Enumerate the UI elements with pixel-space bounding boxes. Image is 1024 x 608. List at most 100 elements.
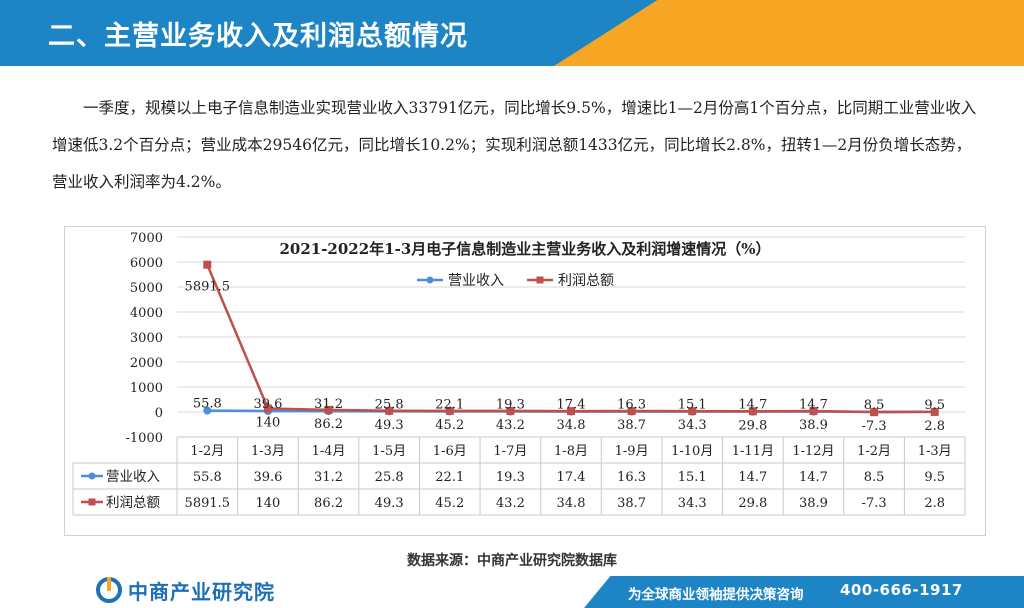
table-cell: 17.4 <box>557 470 586 485</box>
x-tick-label: 1-9月 <box>615 444 649 459</box>
y-tick-label: 4000 <box>130 306 163 321</box>
x-tick-label: 1-10月 <box>671 444 713 459</box>
data-label: 19.3 <box>496 398 525 413</box>
table-cell: 22.1 <box>435 470 464 485</box>
y-tick-label: 1000 <box>130 381 163 396</box>
data-point <box>627 407 636 416</box>
data-label: 86.2 <box>314 417 343 432</box>
y-tick-label: 2000 <box>130 356 163 371</box>
footer-band <box>584 576 1024 608</box>
table-cell: 2.8 <box>924 496 945 511</box>
data-label: 34.8 <box>557 418 586 433</box>
data-point <box>567 407 575 416</box>
table-cell: 14.7 <box>799 470 828 485</box>
table-cell: 29.8 <box>738 496 767 511</box>
data-label: 5891.5 <box>185 280 231 295</box>
chart-legend: 营业收入 利润总额 <box>417 273 614 289</box>
data-label: 8.5 <box>864 398 885 413</box>
y-axis: -1000 0 1000 2000 3000 4000 5000 6000 7000 <box>126 231 163 446</box>
table-cell: 34.8 <box>557 496 586 511</box>
data-label: 55.8 <box>193 397 222 412</box>
table-cell: 5891.5 <box>185 496 231 511</box>
table-cell: 39.6 <box>253 470 282 485</box>
table-cell: 43.2 <box>496 496 525 511</box>
data-label: 17.4 <box>557 398 586 413</box>
y-tick-label: -1000 <box>126 431 163 446</box>
table-row-profit: 利润总额 5891.5 140 86.2 49.3 45.2 43.2 34.8 38.7 34.… <box>81 495 945 511</box>
data-point <box>263 404 272 413</box>
table-cell: 15.1 <box>678 470 707 485</box>
data-label: 140 <box>256 416 281 431</box>
table-series-name: 利润总额 <box>106 495 160 511</box>
x-tick-label: 1-7月 <box>493 444 527 459</box>
footer-slogan: 为全球商业领袖提供决策咨询 <box>628 587 804 603</box>
table-legend-marker <box>88 472 96 480</box>
x-tick-label: 1-3月 <box>251 444 285 459</box>
table-cell: -7.3 <box>862 496 887 511</box>
legend-marker <box>536 276 544 284</box>
table-cell: 45.2 <box>435 496 464 511</box>
data-label: 38.9 <box>799 418 828 433</box>
x-tick-label: 1-12月 <box>792 444 834 459</box>
table-cell: 25.8 <box>375 470 404 485</box>
table-cell: 9.5 <box>924 470 945 485</box>
x-tick-label: 1-2月 <box>857 444 891 459</box>
data-point <box>203 260 212 269</box>
x-tick-label: 1-8月 <box>554 444 588 459</box>
data-label: 39.6 <box>253 397 282 412</box>
data-point <box>445 406 454 415</box>
legend-entry-revenue: 营业收入 <box>417 273 504 289</box>
x-tick-label: 1-4月 <box>312 444 346 459</box>
data-point <box>748 407 757 416</box>
data-label: 9.5 <box>924 398 945 413</box>
x-tick-label: 1-11月 <box>732 444 774 459</box>
legend-entry-profit: 利润总额 <box>527 273 614 289</box>
data-point <box>203 406 212 415</box>
table-cell: 16.3 <box>617 470 646 485</box>
chart: 2021-2022年1-3月电子信息制造业主营业务收入及利润增速情况（%） 营业… <box>72 231 966 516</box>
data-label: 49.3 <box>375 418 404 433</box>
y-tick-label: 0 <box>155 406 163 421</box>
table-cell: 8.5 <box>864 470 885 485</box>
chart-title: 2021-2022年1-3月电子信息制造业主营业务收入及利润增速情况（%） <box>279 240 770 258</box>
table-cell: 55.8 <box>193 470 222 485</box>
data-label: 31.2 <box>314 397 343 412</box>
table-cell: 31.2 <box>314 470 343 485</box>
data-label: 14.7 <box>738 398 767 413</box>
y-tick-label: 5000 <box>130 281 163 296</box>
chart-frame: 2021-2022年1-3月电子信息制造业主营业务收入及利润增速情况（%） 营业… <box>64 226 986 536</box>
x-tick-label: 1-2月 <box>190 444 224 459</box>
summary-paragraph: 一季度，规模以上电子信息制造业实现营业收入33791亿元，同比增长9.5%，增速… <box>52 99 977 191</box>
data-label: 29.8 <box>738 418 767 433</box>
legend-marker <box>426 276 434 284</box>
data-label: 2.8 <box>924 419 945 434</box>
data-label: 45.2 <box>435 418 464 433</box>
data-label: 14.7 <box>799 398 828 413</box>
data-point <box>870 408 879 417</box>
logo-text: 中商产业研究院 <box>128 579 275 604</box>
table-cell: 38.7 <box>617 496 646 511</box>
data-label: 16.3 <box>617 398 646 413</box>
table-cell: 14.7 <box>738 470 767 485</box>
y-tick-label: 6000 <box>130 256 163 271</box>
legend-label: 利润总额 <box>558 273 614 289</box>
y-tick-label: 7000 <box>130 231 163 246</box>
data-point <box>688 407 697 416</box>
table-legend-marker <box>88 498 96 506</box>
table-cell: 140 <box>256 496 281 511</box>
data-label: 38.7 <box>617 418 646 433</box>
data-point <box>506 406 515 415</box>
data-point <box>385 406 394 415</box>
table-cell: 38.9 <box>799 496 828 511</box>
data-table: 1-2月 1-3月 1-4月 1-5月 1-6月 1-7月 1-8月 1-9月 1-10月 1-1… <box>72 436 966 516</box>
y-tick-label: 3000 <box>130 331 163 346</box>
data-label: 34.3 <box>678 418 707 433</box>
data-point <box>809 407 818 416</box>
data-label: 22.1 <box>435 397 464 412</box>
page-title: 二、主营业务收入及利润总额情况 <box>48 21 468 52</box>
x-tick-label: 1-3月 <box>918 444 952 459</box>
data-label: 25.8 <box>375 397 404 412</box>
table-cell: 86.2 <box>314 496 343 511</box>
table-cell: 34.3 <box>678 496 707 511</box>
x-tick-label: 1-5月 <box>372 444 406 459</box>
